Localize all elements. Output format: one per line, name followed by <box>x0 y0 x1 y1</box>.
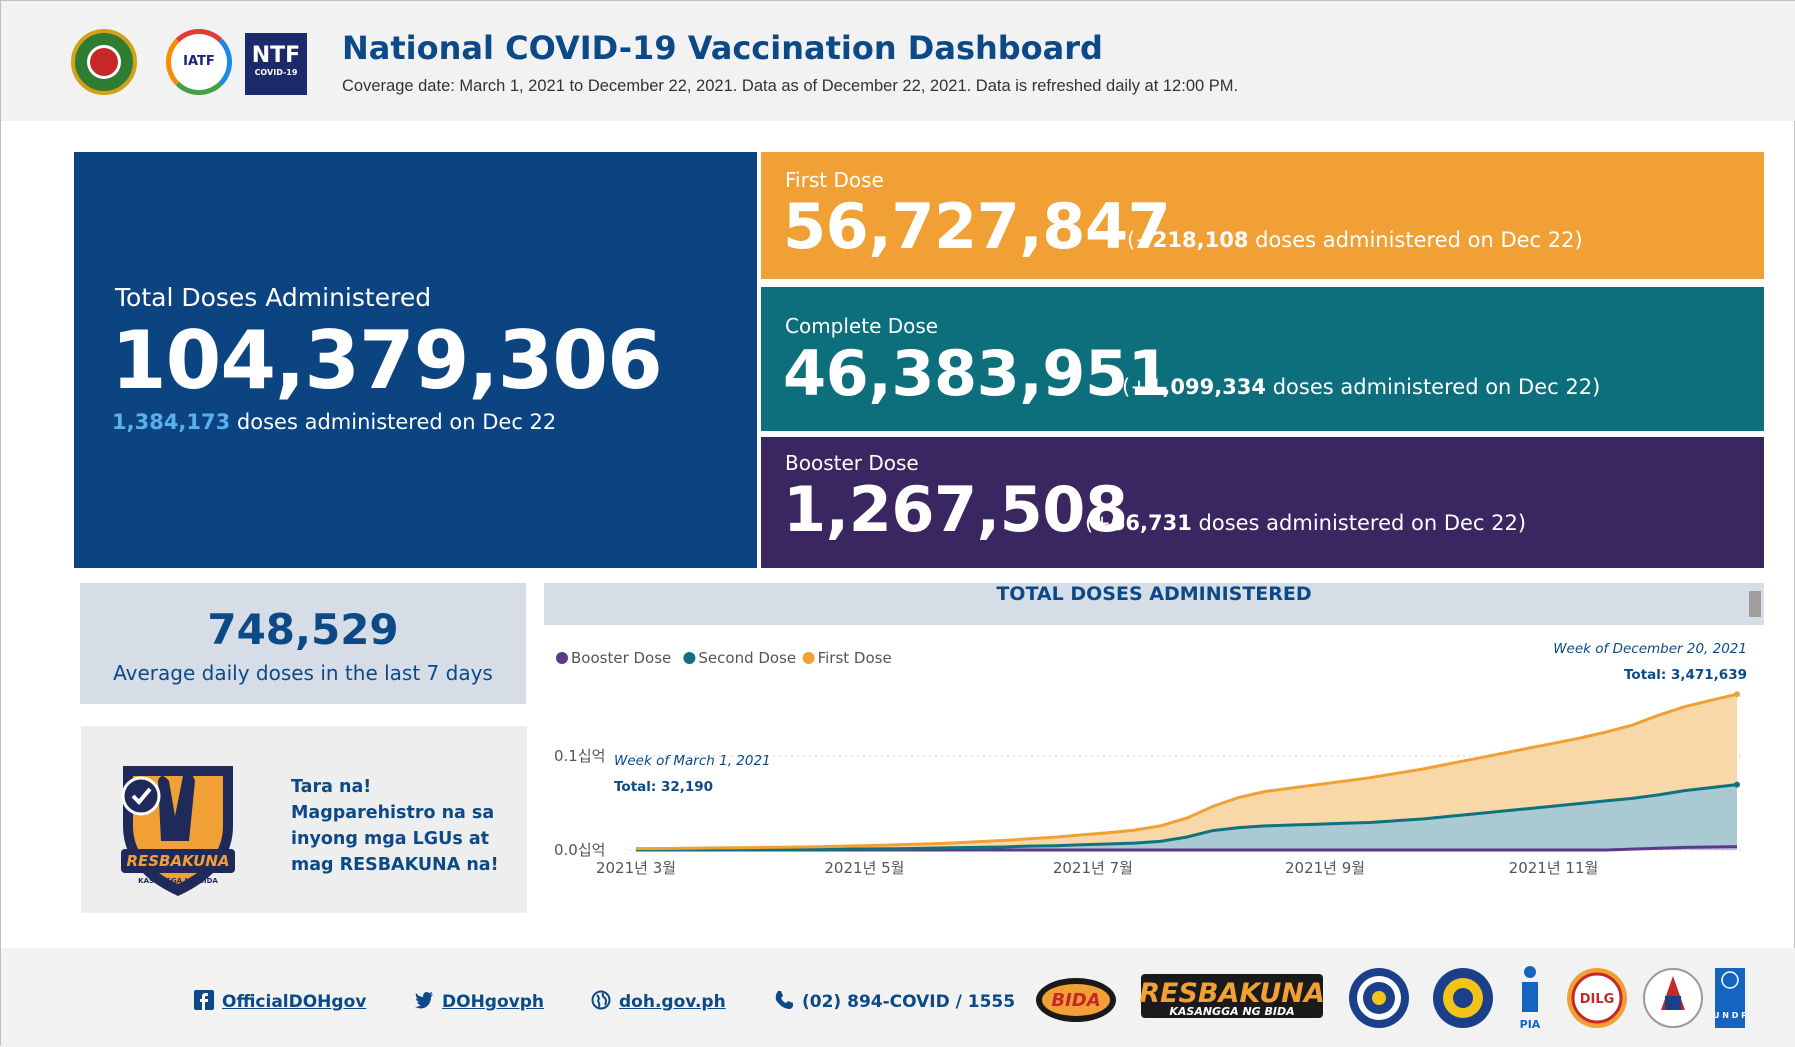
first-dose-value: 56,727,847 <box>783 190 1171 263</box>
twitter-icon <box>415 992 433 1009</box>
national-seal-icon <box>1643 968 1703 1028</box>
pia-logo: PIA <box>1520 966 1541 1031</box>
total-doses-card: Total Doses Administered 104,379,306 1,3… <box>74 152 757 568</box>
svg-text:PIA: PIA <box>1520 1018 1541 1031</box>
svg-text:BIDA: BIDA <box>1051 990 1100 1011</box>
legend-marker <box>556 652 568 664</box>
facebook-icon <box>194 990 214 1010</box>
resbakuna-shield-icon: RESBAKUNA KASANGGA NG BIDA <box>121 766 235 896</box>
total-daily-doses: 1,384,173 doses administered on Dec 22 <box>112 410 556 434</box>
legend-item: Second Dose <box>698 649 796 667</box>
dilg-seal-icon: DILG <box>1567 968 1627 1028</box>
booster-dose-value: 1,267,508 <box>783 473 1128 546</box>
booster-dose-increment: (+66,731 doses administered on Dec 22) <box>1085 511 1527 535</box>
pcoo-seal-icon <box>1349 968 1409 1028</box>
first-dose-card: First Dose 56,727,847 (+218,108 doses ad… <box>761 152 1764 279</box>
x-tick-label: 2021년 11월 <box>1509 859 1599 877</box>
footer: OfficialDOHgov DOHgovph doh.gov.ph (02) … <box>1 948 1795 1047</box>
last-point <box>1734 781 1740 788</box>
complete-dose-label: Complete Dose <box>785 314 939 338</box>
annotation-last-week: Week of December 20, 2021 <box>1553 641 1747 657</box>
resbakuna-promo-card: RESBAKUNA KASANGGA NG BIDA Tara na! Magp… <box>81 726 527 913</box>
first-dose-label: First Dose <box>785 168 884 192</box>
annotation-last-total: Total: 3,471,639 <box>1624 667 1747 683</box>
total-doses-value: 104,379,306 <box>111 314 663 407</box>
complete-dose-value: 46,383,951 <box>783 337 1171 410</box>
website-link[interactable]: doh.gov.ph <box>591 990 726 1012</box>
series-area-first-dose <box>636 694 1737 850</box>
series-area-second-dose <box>636 784 1737 850</box>
svg-text:DILG: DILG <box>1580 992 1615 1007</box>
annotation-first-week: Week of March 1, 2021 <box>614 753 771 769</box>
complete-dose-increment: (+1,099,334 doses administered on Dec 22… <box>1122 375 1601 399</box>
series-line-first-dose <box>635 692 1738 851</box>
total-daily-value: 1,384,173 <box>112 410 231 434</box>
chart-scrollbar[interactable] <box>1749 591 1761 617</box>
legend-item: First Dose <box>818 649 892 667</box>
legend-item: Booster Dose <box>571 649 671 667</box>
svg-text:U N D P: U N D P <box>1715 1011 1745 1020</box>
facebook-link[interactable]: OfficialDOHgov <box>194 990 366 1012</box>
total-daily-text: doses administered on Dec 22 <box>230 410 557 434</box>
header: IATF NTF COVID-19 National COVID-19 Vacc… <box>1 1 1795 121</box>
average-daily-card: 748,529 Average daily doses in the last … <box>80 583 526 704</box>
booster-dose-card: Booster Dose 1,267,508 (+66,731 doses ad… <box>761 437 1764 568</box>
globe-icon <box>591 990 611 1010</box>
series-line-second-dose <box>635 783 1738 852</box>
coverage-date: Coverage date: March 1, 2021 to December… <box>342 77 1239 95</box>
undp-logo: U N D P <box>1715 968 1745 1028</box>
x-tick-label: 2021년 3월 <box>596 859 676 877</box>
ntf-logo: NTF COVID-19 <box>245 33 307 95</box>
svg-text:RESBAKUNA: RESBAKUNA <box>1139 978 1325 1009</box>
svg-text:KASANGGA NG BIDA: KASANGGA NG BIDA <box>138 877 218 885</box>
svg-text:RESBAKUNA: RESBAKUNA <box>126 852 229 870</box>
y-tick-label: 0.1십억 <box>554 747 605 765</box>
legend-marker <box>683 652 696 664</box>
x-tick-label: 2021년 9월 <box>1285 859 1365 877</box>
svg-text:KASANGGA NG BIDA: KASANGGA NG BIDA <box>1169 1005 1294 1018</box>
booster-dose-label: Booster Dose <box>785 451 919 475</box>
total-doses-chart: TOTAL DOSES ADMINISTERED 0.0십억 0.1십억 2021년… <box>544 583 1764 948</box>
x-tick-label: 2021년 7월 <box>1053 859 1133 877</box>
first-dose-increment: (+218,108 doses administered on Dec 22) <box>1127 228 1583 252</box>
chart-header: TOTAL DOSES ADMINISTERED <box>544 583 1764 625</box>
last-point <box>1734 691 1740 698</box>
legend-marker <box>802 652 815 664</box>
phone-icon <box>775 991 793 1009</box>
bida-logo: BIDA <box>1036 978 1116 1022</box>
twitter-link[interactable]: DOHgovph <box>414 990 544 1012</box>
x-tick-label: 2021년 5월 <box>824 859 904 877</box>
y-tick-label: 0.0십억 <box>554 841 605 859</box>
government-seal-icon <box>1433 968 1493 1028</box>
iatf-logo: IATF <box>166 29 232 95</box>
page-title: National COVID-19 Vaccination Dashboard <box>342 29 1103 67</box>
annotation-first-total: Total: 32,190 <box>614 779 713 795</box>
chart-plot: 0.0십억 0.1십억 2021년 3월 2021년 5월 2021년 7월 2021년 … <box>554 641 1747 877</box>
average-daily-label: Average daily doses in the last 7 days <box>113 661 493 685</box>
resbakuna-logo: RESBAKUNA KASANGGA NG BIDA <box>1139 974 1325 1018</box>
average-daily-value: 748,529 <box>207 605 399 654</box>
promo-text: Tara na! Magparehistro na sa inyong mga … <box>291 777 499 875</box>
doh-logo <box>71 29 137 95</box>
complete-dose-card: Complete Dose 46,383,951 (+1,099,334 dos… <box>761 287 1764 431</box>
total-doses-label: Total Doses Administered <box>115 283 432 312</box>
hotline: (02) 894-COVID / 1555 <box>774 990 1015 1012</box>
chart-title: TOTAL DOSES ADMINISTERED <box>996 583 1312 605</box>
